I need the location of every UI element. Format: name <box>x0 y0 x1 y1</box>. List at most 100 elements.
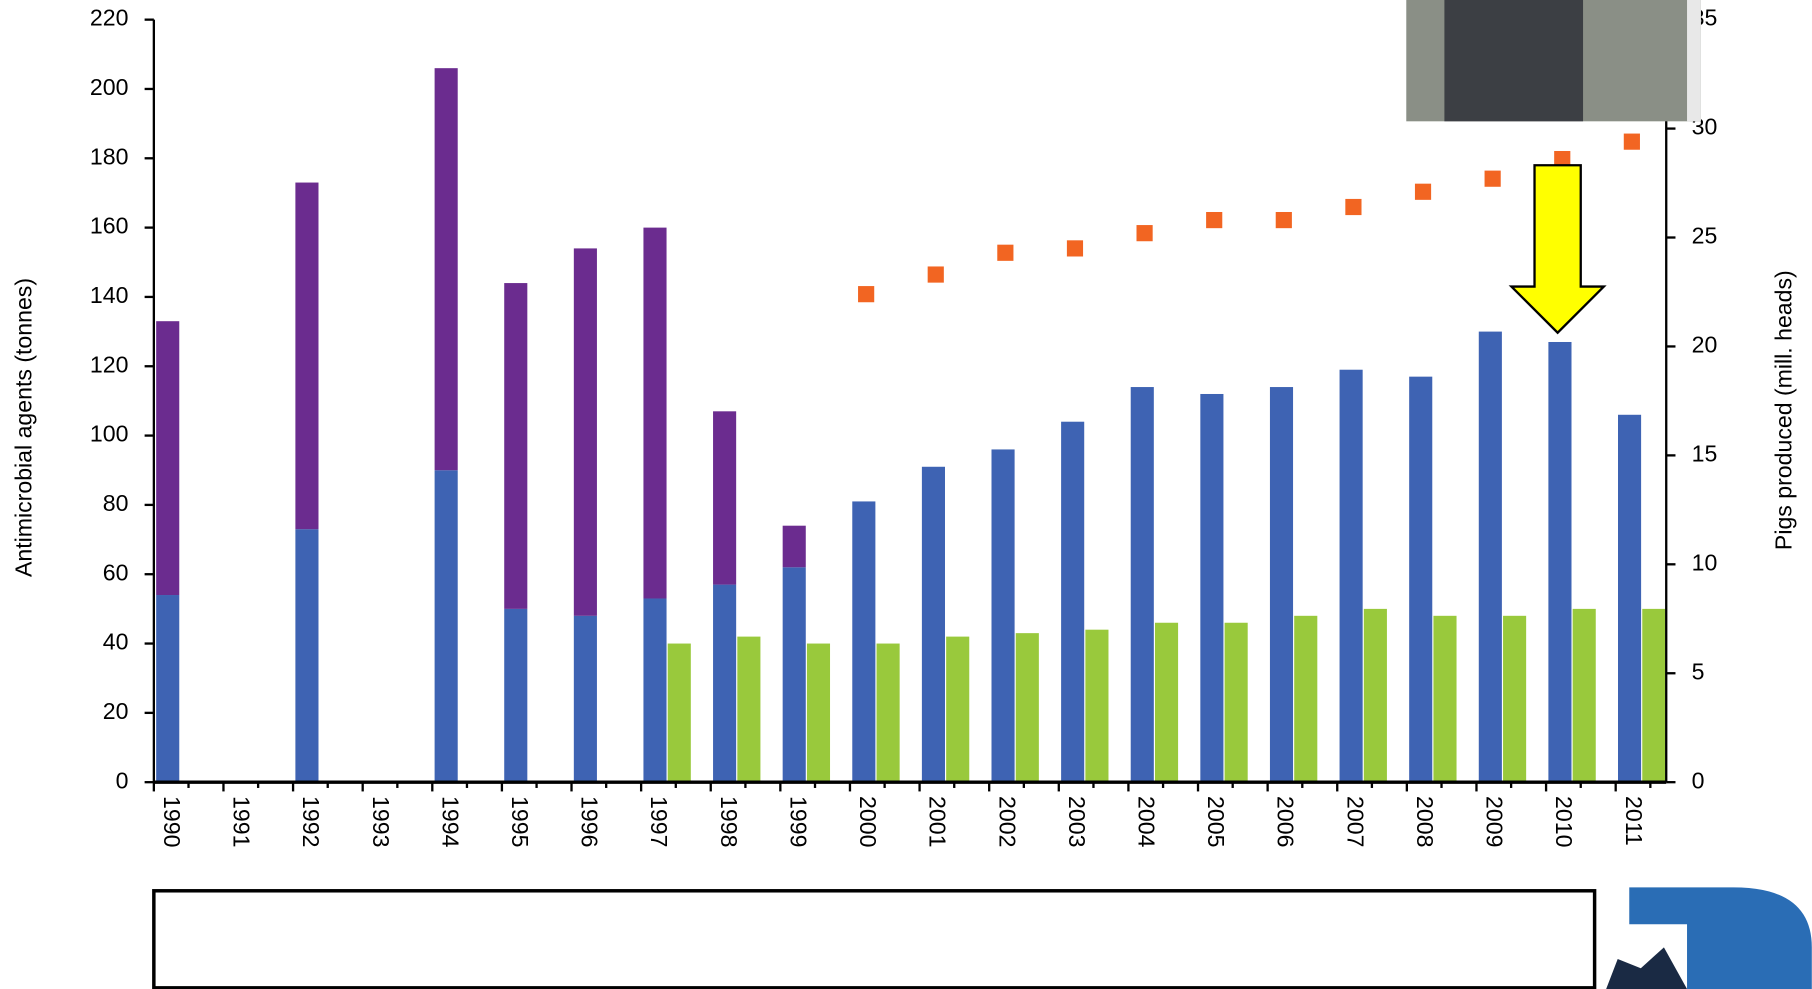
y-tick-label: 140 <box>90 282 129 308</box>
x-tick-label: 2009 <box>1482 796 1508 847</box>
bar <box>946 636 970 783</box>
bar <box>504 608 528 783</box>
bar <box>876 643 900 783</box>
y-tick-label: 80 <box>103 490 129 516</box>
y-tick-label: 220 <box>90 5 129 31</box>
y2-tick-label: 25 <box>1692 223 1718 249</box>
x-tick-label: 1996 <box>577 796 603 847</box>
x-tick-label: 1991 <box>229 796 255 847</box>
bar <box>921 466 945 783</box>
x-tick-label: 2011 <box>1621 796 1647 846</box>
bar <box>1015 633 1039 783</box>
bar <box>713 411 737 585</box>
bar <box>434 470 458 783</box>
y-tick-label: 0 <box>116 767 129 793</box>
y-tick-label: 160 <box>90 213 129 239</box>
bar <box>156 321 180 596</box>
marker <box>1345 198 1362 216</box>
bar <box>643 227 667 599</box>
bar <box>737 636 761 783</box>
bar <box>1085 629 1109 783</box>
bar <box>1294 615 1318 783</box>
bar <box>1130 387 1154 783</box>
x-tick-label: 2006 <box>1273 796 1299 847</box>
arrow <box>1508 164 1607 335</box>
marker <box>1414 183 1432 200</box>
bar <box>1363 608 1387 783</box>
y2-tick-label: 0 <box>1692 767 1705 793</box>
x-tick-label: 2001 <box>925 796 951 847</box>
bar <box>295 182 319 530</box>
marker <box>1484 170 1501 187</box>
x-tick-label: 1997 <box>646 796 672 847</box>
photo-post <box>1687 0 1701 122</box>
bar <box>1200 393 1224 783</box>
bar <box>667 643 691 783</box>
x-tick-label: 2010 <box>1551 796 1577 847</box>
bar <box>434 68 458 471</box>
marker <box>1136 225 1153 242</box>
bar <box>1478 331 1502 783</box>
y2-tick-label: 20 <box>1692 332 1718 358</box>
marker <box>1554 150 1571 168</box>
y-tick-label: 120 <box>90 351 129 377</box>
bar <box>504 283 528 609</box>
marker <box>858 286 875 303</box>
marker <box>1275 211 1292 229</box>
x-tick-label: 2002 <box>994 796 1020 847</box>
y-tick-label: 200 <box>90 74 129 100</box>
bar <box>782 567 806 783</box>
marker <box>1206 211 1223 229</box>
x-tick-label: 1992 <box>298 796 324 847</box>
bar <box>573 248 597 616</box>
bar <box>1548 341 1572 783</box>
bar <box>156 595 180 783</box>
y2-tick-label: 10 <box>1692 549 1718 575</box>
x-tick-label: 2000 <box>855 796 881 847</box>
marker <box>997 244 1014 261</box>
y2-tick-label: 5 <box>1692 658 1705 684</box>
y2-tick-label: 15 <box>1692 440 1718 466</box>
bar <box>1617 414 1642 783</box>
bar <box>1154 622 1179 783</box>
y-tick-label: 40 <box>103 629 129 655</box>
x-tick-label: 2004 <box>1133 796 1159 848</box>
marker <box>927 266 944 283</box>
x-tick-label: 1998 <box>716 796 742 847</box>
x-tick-label: 2005 <box>1203 796 1229 847</box>
x-tick-label: 1995 <box>507 796 533 847</box>
marker <box>1066 240 1084 257</box>
y-tick-label: 100 <box>90 421 129 447</box>
x-tick-label: 1999 <box>785 796 811 847</box>
x-tick-label: 2003 <box>1064 796 1090 847</box>
logo-figure <box>1606 947 1688 989</box>
bar <box>1269 387 1294 783</box>
bar <box>806 643 831 783</box>
legend-box <box>152 889 1597 989</box>
y-tick-label: 180 <box>90 143 129 169</box>
bar <box>1503 615 1527 783</box>
bar <box>643 598 667 783</box>
x-tick-label: 1990 <box>159 796 185 847</box>
bar <box>573 615 597 783</box>
marker <box>1623 133 1640 150</box>
y-tick-label: 20 <box>103 698 129 724</box>
bar <box>1433 615 1457 783</box>
logo <box>1629 887 1812 989</box>
y-tick-label: 60 <box>103 559 129 585</box>
bar <box>1061 421 1085 783</box>
x-tick-label: 1994 <box>437 796 463 848</box>
bar <box>713 584 737 783</box>
photo-figure <box>1444 0 1584 122</box>
bar <box>1339 369 1363 783</box>
bar <box>782 525 806 568</box>
bar <box>1642 608 1666 783</box>
x-tick-label: 2008 <box>1412 796 1438 847</box>
bar <box>1409 376 1433 783</box>
x-tick-label: 1993 <box>368 796 394 847</box>
bar <box>852 501 876 783</box>
x-tick-label: 2007 <box>1342 796 1368 847</box>
bar <box>295 529 319 783</box>
